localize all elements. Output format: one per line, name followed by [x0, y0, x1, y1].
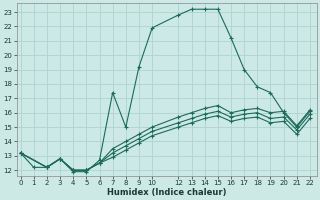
X-axis label: Humidex (Indice chaleur): Humidex (Indice chaleur) [107, 188, 226, 197]
